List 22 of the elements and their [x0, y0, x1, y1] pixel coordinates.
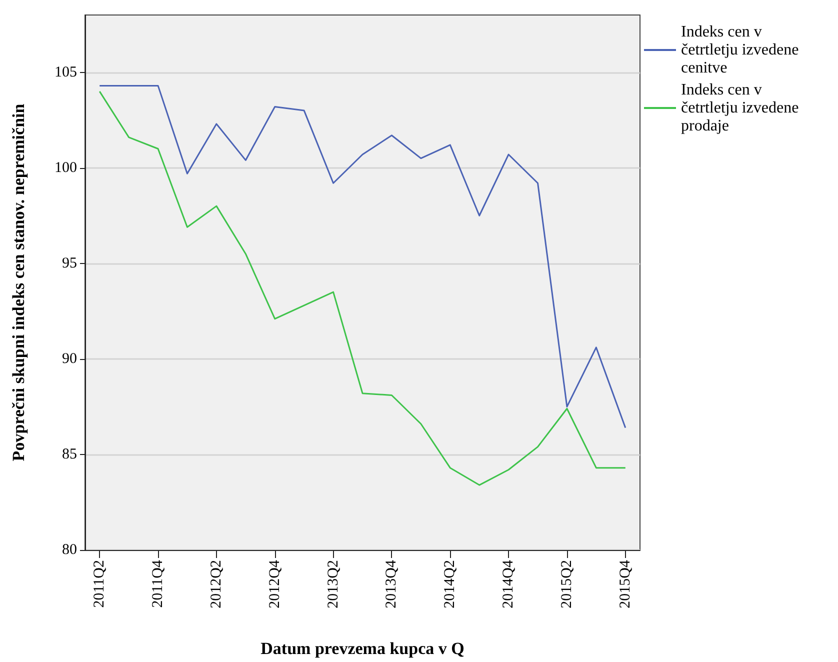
x-tick-label: 2013Q4 [384, 560, 400, 608]
y-tick-label: 85 [62, 446, 77, 462]
x-tick-label: 2014Q4 [500, 560, 517, 608]
x-tick-label: 2011Q4 [150, 560, 166, 608]
x-axis-title: Datum prevzema kupca v Q [260, 639, 464, 658]
legend-label: Indeks cen v četrtletju izvedene cenitve [681, 24, 803, 76]
x-tick-label: 2015Q4 [617, 560, 634, 608]
y-axis-title: Povprečni skupni indeks cen stanov. nepremičnin [9, 103, 28, 462]
y-tick-label: 105 [54, 64, 77, 80]
x-tick-label: 2012Q4 [266, 560, 283, 608]
x-tick-label: 2013Q2 [325, 560, 342, 608]
x-tick-label: 2014Q2 [442, 560, 458, 608]
y-tick-label: 100 [54, 160, 77, 176]
x-tick-label: 2011Q2 [92, 560, 108, 608]
x-tick-label: 2012Q2 [208, 560, 224, 608]
y-tick-label: 95 [62, 255, 77, 272]
line-series [98, 84, 626, 428]
y-tick-label: 80 [62, 542, 77, 558]
y-tick-label: 90 [62, 350, 77, 367]
line-series [98, 90, 626, 486]
legend-label: Indeks cen v četrtletju izvedene prodaje [681, 82, 803, 134]
x-tick-label: 2015Q2 [558, 560, 575, 608]
